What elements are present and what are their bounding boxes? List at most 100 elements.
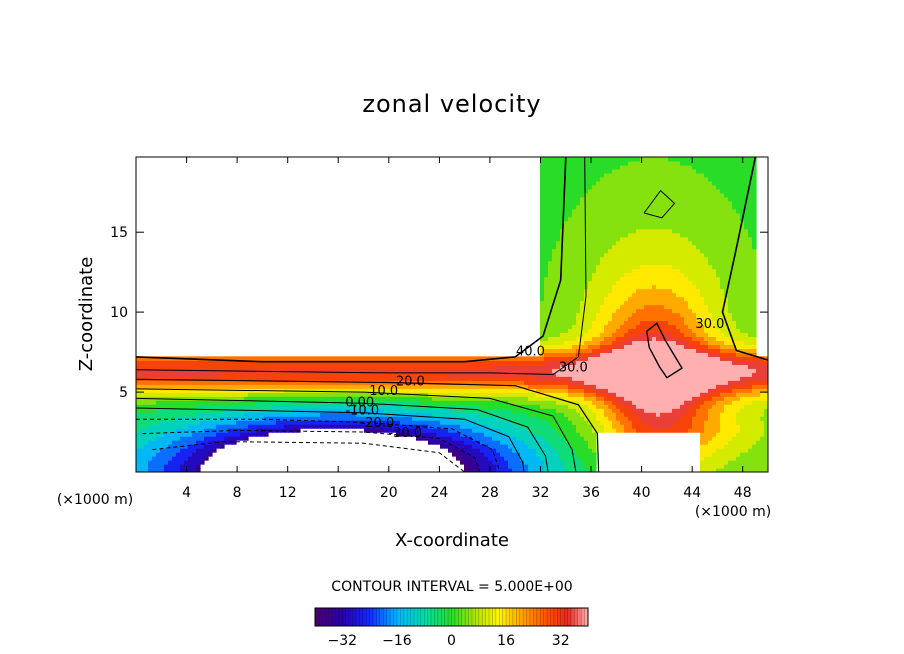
contour-cell	[616, 356, 621, 361]
contour-cell	[416, 360, 421, 365]
contour-cell	[544, 280, 549, 286]
contour-cell	[656, 272, 661, 278]
contour-cell	[584, 360, 589, 365]
contour-cell	[236, 376, 241, 381]
contour-cell	[460, 356, 465, 361]
contour-cell	[528, 416, 533, 421]
contour-cell	[596, 188, 601, 194]
contour-cell	[428, 428, 433, 433]
contour-cell	[548, 232, 553, 238]
contour-cell	[340, 424, 345, 429]
contour-cell	[588, 216, 593, 222]
contour-cell	[484, 404, 489, 409]
contour-cell	[228, 396, 233, 401]
contour-cell	[152, 468, 157, 472]
contour-cell	[200, 420, 205, 425]
contour-cell	[648, 328, 653, 334]
contour-cell	[628, 244, 633, 250]
contour-cell	[500, 400, 505, 405]
contour-cell	[228, 424, 233, 429]
contour-cell	[500, 456, 505, 461]
contour-cell	[452, 376, 457, 381]
contour-cell	[492, 436, 497, 441]
contour-cell	[484, 456, 489, 461]
contour-cell	[664, 300, 669, 306]
contour-cell	[224, 384, 229, 389]
contour-cell	[428, 368, 433, 373]
contour-cell	[548, 300, 553, 306]
contour-cell	[628, 404, 633, 409]
contour-cell	[540, 436, 545, 441]
contour-cell	[552, 440, 557, 445]
contour-cell	[464, 400, 469, 405]
contour-cell	[576, 196, 581, 202]
contour-cell	[452, 440, 457, 445]
contour-cell	[188, 388, 193, 393]
contour-cell	[488, 428, 493, 433]
contour-cell	[588, 288, 593, 294]
contour-cell	[668, 264, 673, 270]
contour-cell	[356, 424, 361, 429]
contour-cell	[436, 380, 441, 385]
contour-cell	[464, 428, 469, 433]
contour-cell	[600, 200, 605, 206]
contour-cell	[644, 376, 649, 381]
contour-cell	[208, 428, 213, 433]
contour-cell	[172, 380, 177, 385]
contour-cell	[440, 364, 445, 369]
contour-cell	[236, 392, 241, 397]
contour-cell	[556, 244, 561, 250]
contour-cell	[456, 428, 461, 433]
contour-cell	[224, 360, 229, 365]
contour-cell	[636, 268, 641, 274]
contour-cell	[384, 400, 389, 405]
contour-cell	[656, 376, 661, 381]
contour-cell	[388, 420, 393, 425]
contour-cell	[384, 392, 389, 397]
contour-cell	[624, 424, 629, 429]
contour-cell	[516, 408, 521, 413]
contour-cell	[444, 380, 449, 385]
contour-cell	[580, 276, 585, 282]
contour-cell	[652, 216, 657, 222]
contour-cell	[256, 368, 261, 373]
contour-cell	[596, 356, 601, 361]
contour-cell	[672, 396, 677, 401]
contour-cell	[556, 316, 561, 322]
contour-cell	[600, 157, 605, 162]
contour-cell	[592, 468, 597, 472]
contour-cell	[636, 420, 641, 425]
contour-cell	[540, 164, 545, 170]
contour-cell	[668, 360, 673, 365]
contour-cell	[648, 252, 653, 258]
contour-cell	[600, 216, 605, 222]
contour-cell	[212, 356, 217, 361]
contour-cell	[540, 208, 545, 214]
contour-cell	[652, 292, 657, 298]
contour-cell	[528, 400, 533, 405]
contour-cell	[176, 464, 181, 469]
contour-cell	[348, 356, 353, 361]
contour-cell	[632, 404, 637, 409]
contour-cell	[344, 356, 349, 361]
contour-cell	[652, 400, 657, 405]
contour-cell	[636, 408, 641, 413]
contour-cell	[164, 400, 169, 405]
contour-cell	[432, 388, 437, 393]
contour-cell	[436, 392, 441, 397]
contour-cell	[640, 400, 645, 405]
contour-cell	[648, 300, 653, 306]
contour-cell	[560, 200, 565, 206]
contour-cell	[392, 368, 397, 373]
contour-cell	[204, 396, 209, 401]
contour-cell	[676, 328, 681, 334]
contour-cell	[568, 460, 573, 465]
contour-cell	[136, 460, 141, 465]
contour-cell	[420, 372, 425, 377]
contour-cell	[248, 360, 253, 365]
contour-cell	[276, 396, 281, 401]
contour-cell	[572, 324, 577, 330]
contour-cell	[200, 424, 205, 429]
contour-cell	[564, 460, 569, 465]
contour-cell	[160, 416, 165, 421]
